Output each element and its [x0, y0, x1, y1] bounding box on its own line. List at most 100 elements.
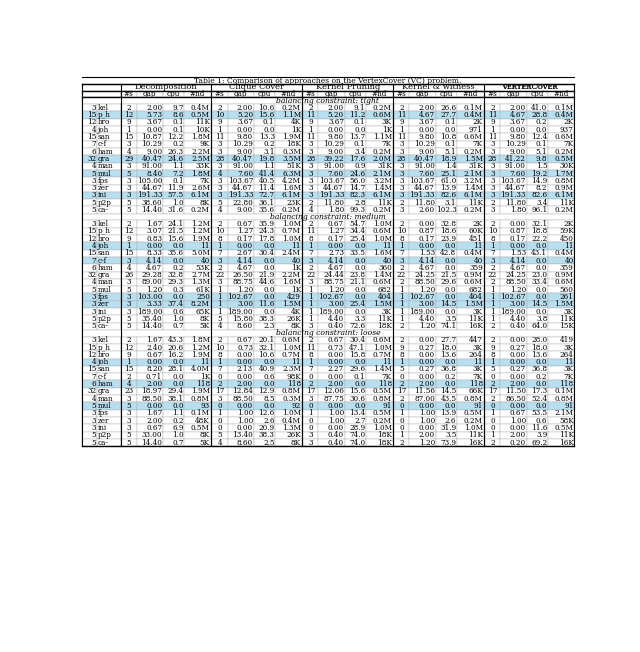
Bar [275, 323, 301, 330]
Bar [394, 373, 410, 381]
Bar [527, 170, 548, 177]
Text: 1.1: 1.1 [263, 162, 275, 170]
Bar [227, 162, 254, 170]
Bar [457, 119, 484, 126]
Bar [212, 286, 227, 293]
Bar [227, 417, 254, 424]
Bar [303, 133, 319, 141]
Text: 1: 1 [399, 126, 404, 134]
Bar [500, 432, 527, 439]
Bar [436, 192, 457, 199]
Bar [484, 192, 500, 199]
Bar [275, 336, 301, 344]
Text: 2: 2 [490, 104, 495, 111]
Text: 11.56: 11.56 [414, 387, 435, 395]
Text: 3: 3 [92, 336, 97, 344]
Bar [212, 104, 227, 111]
Bar [121, 316, 136, 323]
Text: 1.53: 1.53 [509, 249, 526, 258]
Bar [275, 395, 301, 402]
Text: 33K: 33K [195, 162, 210, 170]
Bar [121, 308, 136, 316]
Bar [212, 308, 227, 316]
Text: 86.50: 86.50 [505, 394, 526, 403]
Text: 32.8: 32.8 [168, 271, 184, 279]
Bar [254, 199, 275, 207]
Bar [436, 228, 457, 235]
Bar [500, 381, 527, 388]
Text: 18.0: 18.0 [531, 344, 547, 351]
Bar [548, 126, 575, 133]
Bar [319, 293, 345, 301]
Bar [500, 359, 527, 366]
Text: 1.80: 1.80 [328, 206, 344, 214]
Text: 2: 2 [308, 336, 313, 344]
Bar [500, 199, 527, 207]
Text: 0.17: 0.17 [237, 235, 253, 243]
Bar [136, 162, 163, 170]
Text: 7K: 7K [472, 373, 483, 381]
Text: 2.4M: 2.4M [282, 249, 301, 258]
Bar [436, 366, 457, 373]
Bar [410, 293, 436, 301]
Bar [303, 264, 319, 271]
Bar [457, 243, 484, 250]
Text: 0.0: 0.0 [172, 242, 184, 250]
Text: 2: 2 [399, 380, 404, 388]
Text: 0.6M: 0.6M [373, 278, 392, 286]
Bar [410, 432, 436, 439]
Bar [275, 257, 301, 264]
Text: 18.97: 18.97 [141, 387, 162, 395]
Bar [275, 104, 301, 111]
Text: 2.8: 2.8 [354, 199, 365, 207]
Text: 4: 4 [92, 126, 97, 134]
Text: 0: 0 [218, 424, 222, 432]
Bar [457, 279, 484, 286]
Text: 3: 3 [92, 220, 97, 228]
Text: 13.40: 13.40 [232, 432, 253, 439]
Text: 5: 5 [127, 286, 131, 294]
Bar [484, 148, 500, 155]
Bar [163, 162, 184, 170]
Text: 35.6: 35.6 [259, 206, 275, 214]
Bar [97, 220, 121, 228]
Text: 87.75: 87.75 [323, 394, 344, 403]
Bar [227, 336, 254, 344]
Text: 5: 5 [92, 322, 97, 331]
Text: 0.2M: 0.2M [373, 104, 392, 111]
Text: 4.14: 4.14 [328, 256, 344, 265]
Bar [436, 155, 457, 162]
Text: 0.17: 0.17 [328, 235, 344, 243]
Text: 11.50: 11.50 [505, 387, 526, 395]
Bar [527, 424, 548, 432]
Text: 56.0: 56.0 [349, 177, 365, 185]
Text: 1.5M: 1.5M [282, 301, 301, 308]
Text: 88.50: 88.50 [232, 394, 253, 403]
Bar [548, 336, 575, 344]
Bar [436, 177, 457, 185]
Text: 22: 22 [488, 271, 497, 279]
Text: 0.6M: 0.6M [373, 228, 392, 235]
Bar [394, 439, 410, 447]
Bar [81, 351, 97, 359]
Text: 44.67: 44.67 [141, 184, 162, 192]
Bar [184, 293, 211, 301]
Bar [457, 293, 484, 301]
Bar [436, 293, 457, 301]
Text: 0.00: 0.00 [328, 373, 344, 381]
Bar [81, 344, 97, 351]
Bar [319, 192, 345, 199]
Text: 0.00: 0.00 [509, 402, 526, 410]
Text: 3.4: 3.4 [354, 147, 365, 156]
Bar [184, 359, 211, 366]
Bar [548, 162, 575, 170]
Text: 1: 1 [218, 293, 222, 301]
Text: 44.6: 44.6 [259, 278, 275, 286]
Bar [227, 308, 254, 316]
Text: 9.1: 9.1 [354, 104, 365, 111]
Text: 5: 5 [490, 366, 495, 374]
Bar [527, 373, 548, 381]
Text: 26K: 26K [286, 315, 301, 323]
Bar [212, 243, 227, 250]
Text: 0.6: 0.6 [172, 308, 184, 316]
